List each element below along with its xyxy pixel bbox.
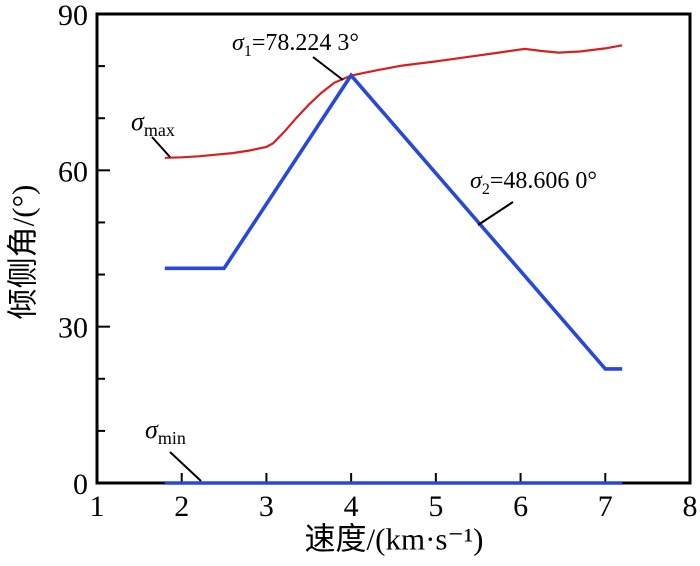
- y-tick-label: 60: [58, 155, 88, 188]
- x-tick-label: 1: [90, 490, 105, 523]
- annotation-sigma2-value: σ2=48.606 0°: [470, 168, 597, 198]
- sigma-max-curve: [164, 44, 623, 159]
- x-tick-label: 8: [683, 490, 698, 523]
- leader-sigma1-value: [312, 56, 344, 81]
- annotation-sigma1-value: σ1=78.224 3°: [232, 30, 359, 60]
- leader-sigma2-value: [477, 201, 514, 226]
- x-tick-label: 4: [344, 490, 359, 523]
- x-tick-label: 5: [428, 490, 443, 523]
- x-tick-label: 6: [513, 490, 528, 523]
- sigma-profile-curve: [164, 72, 623, 371]
- plot-box: [95, 12, 692, 485]
- x-tick-label: 3: [259, 490, 274, 523]
- x-tick-label: 7: [598, 490, 613, 523]
- leader-sigma-min-label: [169, 451, 202, 482]
- y-tick-label: 30: [58, 312, 88, 345]
- y-tick-label: 0: [73, 468, 88, 501]
- x-axis-title: 速度/(km·s⁻¹): [304, 521, 484, 557]
- leader-sigma-max-label: [151, 136, 171, 158]
- annotation-sigma-min-label: σmin: [145, 415, 186, 448]
- x-tick-label: 2: [174, 490, 189, 523]
- y-tick-label: 90: [58, 0, 88, 32]
- annotation-sigma-max-label: σmax: [131, 107, 175, 140]
- y-axis-title: 倾侧角/(°): [5, 184, 41, 320]
